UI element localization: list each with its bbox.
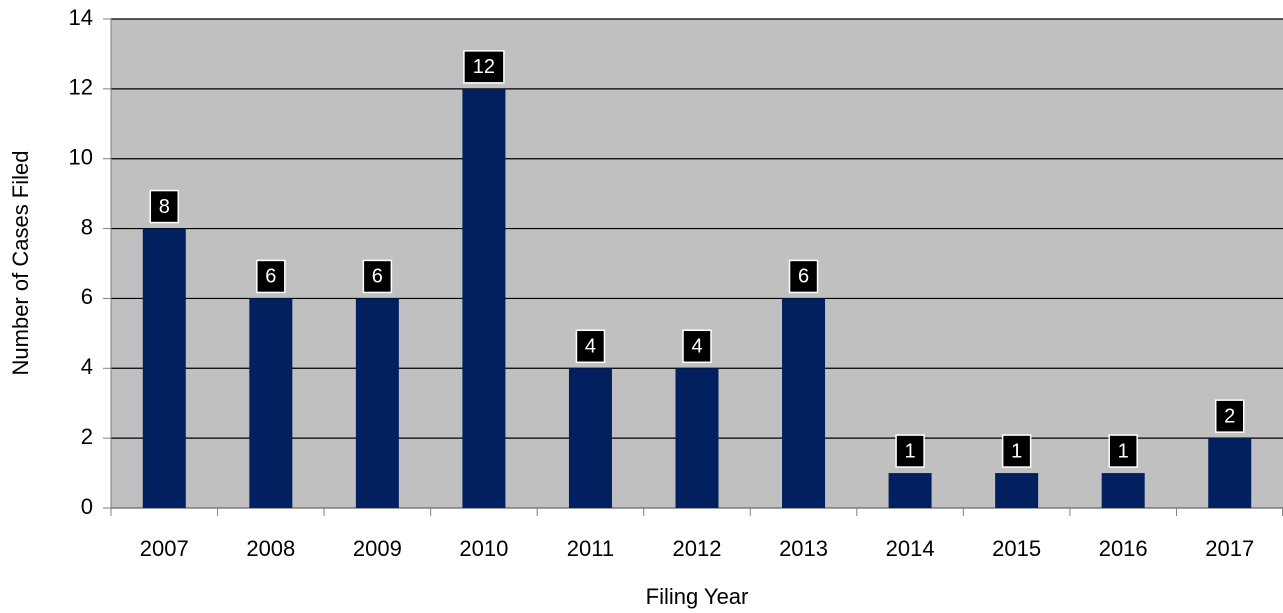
data-label: 1 [1118,440,1129,462]
data-label: 1 [1011,440,1022,462]
data-label-box [149,189,180,224]
bar [782,298,826,508]
x-tick-label: 2012 [673,536,722,561]
bar [462,88,506,508]
data-label: 4 [691,336,702,358]
x-tick-label: 2011 [567,536,614,561]
y-tick-label: 4 [81,354,93,379]
data-label-box [463,50,505,84]
x-tick-label: 2017 [1205,536,1254,561]
bar [995,473,1039,508]
data-label: 4 [585,336,596,358]
y-tick-label: 10 [69,145,93,170]
x-tick-label: 2007 [140,536,189,561]
bar [675,368,719,508]
bar [568,368,612,508]
data-label: 1 [905,440,916,462]
y-tick-label: 6 [81,284,93,309]
x-tick-label: 2009 [353,536,402,561]
bar [1101,473,1145,508]
x-tick-label: 2016 [1099,536,1148,561]
data-label: 6 [372,266,383,288]
y-tick-label: 0 [81,494,93,519]
data-label-box [682,329,712,364]
data-label: 8 [159,196,170,218]
data-label: 6 [798,266,809,288]
data-label-box [256,259,286,294]
data-label-box [362,259,393,294]
x-axis-title: Filing Year [646,584,749,609]
data-label-box [575,329,606,364]
bar [355,298,399,508]
data-label-box [895,434,925,468]
y-tick-label: 8 [81,214,93,239]
bar [142,228,186,509]
bar [1208,438,1252,508]
bar [249,298,293,508]
data-label-box [1214,399,1245,433]
data-label-box [788,259,819,294]
data-label: 12 [473,56,495,78]
y-tick-label: 14 [69,5,93,30]
x-tick-label: 2014 [886,536,935,561]
x-tick-label: 2008 [246,536,295,561]
x-tick-label: 2013 [779,536,828,561]
data-label-box [1001,434,1032,468]
x-tick-label: 2010 [459,536,508,561]
y-axis-title: Number of Cases Filed [8,151,33,376]
data-label: 2 [1224,405,1235,427]
bar [888,473,932,508]
y-tick-label: 2 [81,424,93,449]
y-tick-label: 12 [69,75,93,100]
data-label-box [1108,434,1138,468]
data-label: 6 [265,266,276,288]
x-tick-label: 2015 [992,536,1041,561]
